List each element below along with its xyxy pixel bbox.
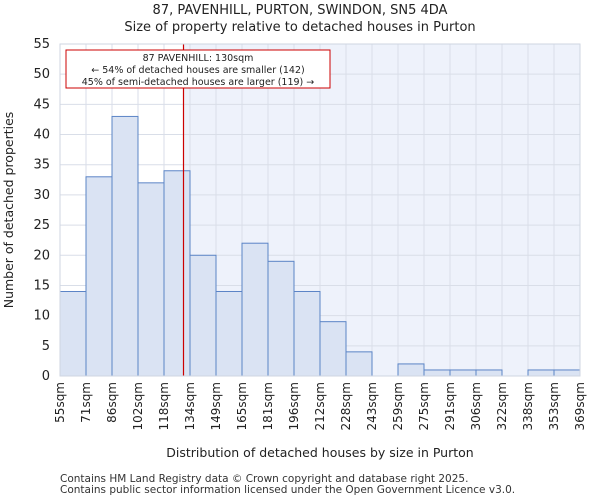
- x-tick-label: 259sqm: [391, 382, 405, 430]
- x-tick-label: 196sqm: [287, 382, 301, 430]
- bar: [423, 369, 451, 377]
- x-tick-label: 322sqm: [495, 382, 509, 430]
- x-tick-label: 338sqm: [521, 382, 535, 430]
- y-tick-label: 20: [33, 248, 50, 263]
- bar: [345, 351, 373, 377]
- x-axis-title: Distribution of detached houses by size …: [166, 445, 473, 460]
- x-tick-label: 181sqm: [261, 382, 275, 430]
- x-tick-label: 55sqm: [53, 382, 67, 423]
- x-tick-label: 212sqm: [313, 382, 327, 430]
- bar: [59, 290, 87, 377]
- bar: [449, 369, 477, 377]
- y-tick-label: 25: [33, 218, 50, 233]
- bar: [267, 260, 295, 377]
- bar: [319, 321, 347, 377]
- annotation-line-3: 45% of semi-detached houses are larger (…: [82, 77, 315, 88]
- chart-subtitle: Size of property relative to detached ho…: [124, 20, 476, 35]
- bar: [85, 176, 113, 377]
- x-tick-label: 102sqm: [131, 382, 145, 430]
- y-tick-label: 10: [33, 309, 50, 324]
- bar: [397, 363, 425, 377]
- y-axis-title: Number of detached properties: [1, 112, 16, 309]
- y-tick-label: 55: [33, 37, 50, 52]
- bar: [111, 115, 139, 377]
- x-tick-label: 149sqm: [209, 382, 223, 430]
- y-tick-label: 45: [33, 97, 50, 112]
- bar: [527, 369, 555, 377]
- bar: [293, 290, 321, 377]
- licence-notice: Contains public sector information licen…: [60, 484, 516, 496]
- bar: [189, 254, 217, 377]
- chart-title: 87, PAVENHILL, PURTON, SWINDON, SN5 4DA: [152, 3, 448, 18]
- x-tick-label: 353sqm: [547, 382, 561, 430]
- bar: [163, 170, 191, 377]
- x-tick-label: 275sqm: [417, 382, 431, 430]
- annotation-line-2: ← 54% of detached houses are smaller (14…: [91, 65, 304, 76]
- y-tick-label: 5: [42, 339, 50, 354]
- y-tick-label: 35: [33, 158, 50, 173]
- annotation-box: [65, 49, 331, 89]
- x-tick-label: 243sqm: [365, 382, 379, 430]
- annotation-line-1: 87 PAVENHILL: 130sqm: [143, 53, 254, 64]
- bar: [137, 182, 165, 377]
- y-tick-label: 50: [33, 67, 50, 82]
- x-tick-label: 369sqm: [573, 382, 587, 430]
- x-tick-label: 291sqm: [443, 382, 457, 430]
- x-tick-label: 165sqm: [235, 382, 249, 430]
- x-tick-label: 86sqm: [105, 382, 119, 423]
- x-tick-label: 228sqm: [339, 382, 353, 430]
- y-tick-label: 15: [33, 278, 50, 293]
- bar: [553, 369, 581, 377]
- y-tick-label: 40: [33, 128, 50, 143]
- x-tick-label: 118sqm: [157, 382, 171, 430]
- copyright-notice: Contains HM Land Registry data © Crown c…: [60, 473, 469, 485]
- x-tick-label: 134sqm: [183, 382, 197, 430]
- y-tick-label: 0: [42, 369, 50, 384]
- bar: [215, 290, 243, 377]
- y-tick-label: 30: [33, 188, 50, 203]
- x-tick-label: 306sqm: [469, 382, 483, 430]
- bar: [241, 242, 269, 377]
- plot-frame: [59, 43, 581, 377]
- x-tick-label: 71sqm: [79, 382, 93, 423]
- bar: [475, 369, 503, 377]
